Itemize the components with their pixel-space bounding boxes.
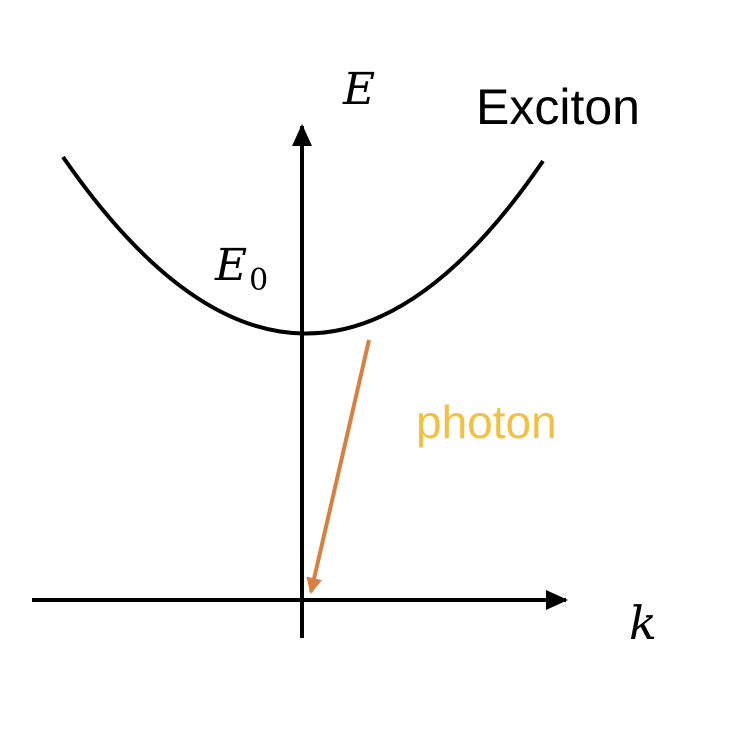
ground-energy-subscript: 0 — [249, 263, 268, 298]
ground-energy-symbol: E — [214, 240, 247, 291]
ground-energy-label: E0 — [214, 240, 268, 298]
photon-label: photon — [416, 396, 557, 448]
photon-arrow — [306, 339, 371, 594]
energy-axis-label: E — [342, 64, 375, 115]
k-axis-label: k — [629, 596, 657, 650]
exciton-dispersion-curve — [61, 155, 545, 336]
exciton-label: Exciton — [476, 79, 640, 135]
